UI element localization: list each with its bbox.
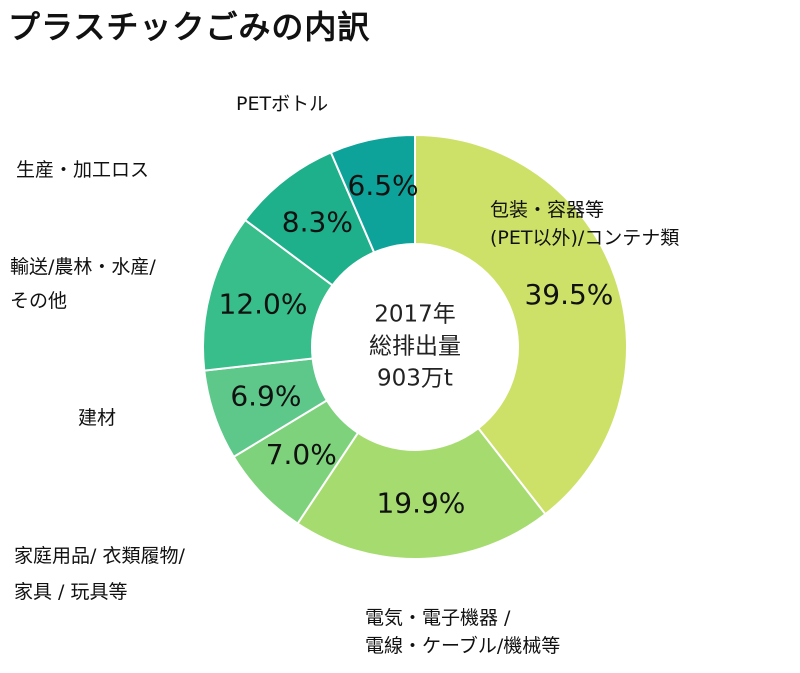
percent-label-packaging: 39.5% [524,278,613,311]
percent-label-pet-bottle: 6.5% [348,169,419,202]
category-label-line: 包装・容器等 [490,199,605,221]
category-label-pet-bottle: PETボトル [236,90,328,118]
center-label-line: 903万t [377,366,453,392]
category-label-packaging: 包装・容器等 (PET以外)/コンテナ類 [490,196,679,252]
category-label-household: 家庭用品/ 衣類履物/ 家具 / 玩具等 [14,538,185,610]
category-label-line: 生産・加工ロス [16,159,150,181]
percent-label-transport: 12.0% [219,288,308,321]
category-label-building-materials: 建材 [78,404,116,432]
percent-label-household: 7.0% [266,438,337,471]
category-label-line: PETボトル [236,93,329,115]
category-label-line: 家庭用品/ 衣類履物/ [14,545,185,567]
category-label-transport: 輸送/農林・水産/ その他 [10,250,156,318]
category-label-line: 家具 / 玩具等 [14,581,128,603]
center-label-line: 2017年 [374,302,456,328]
category-label-line: 電気・電子機器 / [365,607,511,629]
category-label-line: その他 [10,290,68,312]
chart-title: プラスチックごみの内訳 [8,8,371,46]
category-label-line: 電線・ケーブル/機械等 [365,635,561,657]
donut-slice-packaging [414,133,628,516]
category-label-production-loss: 生産・加工ロス [16,156,149,184]
donut-slice-electronics [296,426,547,560]
category-label-line: 建材 [78,407,117,429]
percent-label-production-loss: 8.3% [282,205,353,238]
percent-label-electronics: 19.9% [376,486,465,519]
category-label-line: 輸送/農林・水産/ [10,256,156,278]
percent-label-building-materials: 6.9% [230,380,301,413]
category-label-line: (PET以外)/コンテナ類 [490,227,680,249]
center-label-line: 総排出量 [369,334,461,360]
category-label-electronics: 電気・電子機器 / 電線・ケーブル/機械等 [365,604,560,660]
donut-slice-pet-bottle [329,133,416,254]
